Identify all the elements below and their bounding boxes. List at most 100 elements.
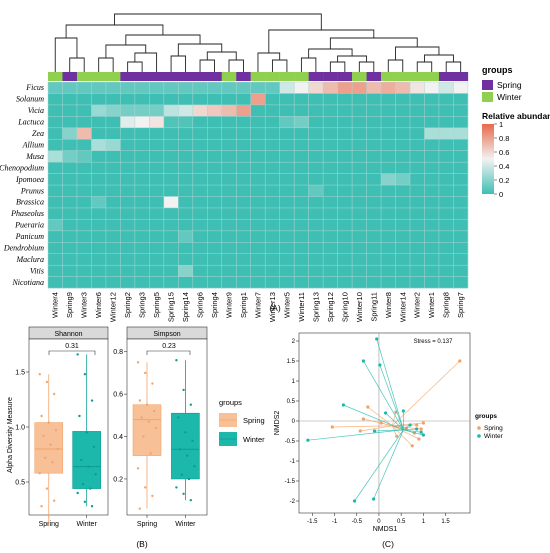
point-spring: [361, 417, 366, 421]
heatmap-cell: [192, 276, 208, 289]
heatmap-cell: [178, 104, 193, 117]
heatmap-cell: [424, 82, 440, 94]
heatmap-cell: [308, 162, 324, 174]
heatmap-cell: [352, 207, 367, 220]
point-winter: [361, 359, 366, 363]
heatmap-cell: [323, 242, 338, 254]
heatmap-cell: [265, 219, 280, 232]
spider-line-winter: [376, 338, 404, 430]
heatmap-cell: [192, 104, 208, 117]
heatmap-cell: [250, 116, 266, 128]
dendrogram-link: [268, 29, 375, 53]
heatmap-cell: [76, 230, 92, 243]
x-tick-label: 1: [422, 519, 426, 525]
heatmap-cell: [438, 116, 454, 128]
dendrogram-link: [257, 52, 281, 72]
heatmap-cell: [438, 219, 454, 232]
heatmap-cell: [265, 230, 280, 243]
row-label: Musa: [25, 152, 44, 161]
heatmap-cell: [91, 150, 107, 163]
data-point: [187, 477, 191, 481]
heatmap-cell: [366, 276, 382, 289]
panel-b: Alpha Diversity Measure Shannon 0.5 1.0 1.…: [7, 326, 265, 549]
heatmap-cell: [207, 196, 222, 209]
heatmap-cell: [352, 162, 367, 174]
point-spring: [417, 437, 421, 441]
facet-title-simpson: Simpson: [153, 331, 180, 338]
data-point: [38, 472, 41, 475]
colorbar-tick-label: 0.6: [499, 148, 509, 157]
heatmap-cell: [105, 276, 121, 289]
heatmap-cell: [76, 253, 92, 266]
heatmap-cell: [48, 219, 63, 232]
dendrogram-link: [125, 34, 201, 45]
heatmap-cell: [221, 196, 237, 209]
heatmap-cell: [192, 196, 208, 209]
dendrogram-link: [228, 59, 244, 72]
heatmap-cell: [221, 207, 237, 220]
heatmap-cell: [105, 185, 121, 197]
heatmap-cell: [424, 196, 440, 209]
data-point: [189, 403, 192, 406]
point-winter: [372, 429, 377, 433]
data-point: [90, 505, 94, 508]
heatmap-cell: [294, 93, 309, 106]
heatmap-cell: [163, 139, 179, 151]
heatmap-cell: [250, 242, 266, 254]
x-tick-label: 1.5: [441, 519, 450, 525]
heatmap-cell: [221, 242, 237, 254]
heatmap-cell: [337, 82, 353, 94]
data-point: [89, 487, 92, 490]
heatmap-cell: [192, 185, 208, 197]
group-annotation-cell: [207, 72, 222, 81]
heatmap-cell: [62, 150, 78, 163]
heatmap-cell: [134, 139, 150, 151]
heatmap-cell: [250, 196, 266, 209]
heatmap-cell: [48, 242, 63, 254]
heatmap-cell: [120, 127, 136, 140]
heatmap-cell: [395, 219, 411, 232]
heatmap-cell: [352, 253, 367, 266]
point-winter: [408, 423, 412, 427]
dendrogram-link: [54, 37, 78, 72]
colorbar-tick-label: 0.8: [499, 134, 509, 143]
panel-b-legend: groups Spring Winter: [219, 398, 265, 446]
heatmap-cell: [236, 82, 251, 94]
heatmap-cell: [236, 173, 251, 186]
group-annotation-cell: [352, 72, 367, 81]
heatmap-cell: [221, 162, 237, 174]
heatmap-cell: [207, 253, 222, 266]
heatmap-cell: [453, 93, 469, 106]
heatmap-cell: [352, 93, 367, 106]
group-annotation-cell: [366, 72, 382, 81]
heatmap-cell: [76, 116, 92, 128]
heatmap-cell: [438, 253, 454, 266]
column-label: Spring11: [369, 292, 378, 321]
heatmap-cell: [453, 219, 469, 232]
heatmap-cell: [120, 276, 136, 289]
heatmap-cell: [120, 173, 136, 186]
data-point: [40, 414, 43, 418]
pvalue-simpson: 0.23: [162, 343, 176, 350]
heatmap-cell: [91, 139, 107, 151]
row-label: Pueraria: [14, 221, 44, 230]
heatmap-cell: [236, 150, 251, 163]
x-tick-label: Winter: [77, 521, 98, 528]
heatmap-cell: [76, 162, 92, 174]
heatmap-cell: [308, 185, 324, 197]
heatmap-cell: [236, 253, 251, 266]
group-annotation-cell: [192, 72, 208, 81]
panel-a: Ficus Solanum Vicia Lactuca Zea Allium Musa Che…: [0, 13, 550, 322]
y-tick-label: 0.4: [113, 434, 123, 441]
heatmap-cell: [265, 162, 280, 174]
dendrogram-link: [395, 46, 440, 60]
point-spring: [358, 429, 362, 433]
group-annotation-cell: [76, 72, 92, 81]
heatmap-cell: [134, 230, 150, 243]
data-point: [175, 359, 178, 362]
heatmap-cell: [91, 207, 107, 220]
heatmap-cell: [366, 162, 382, 174]
groups-legend-title: groups: [482, 65, 513, 75]
heatmap-cell: [424, 253, 440, 266]
heatmap-cell: [265, 207, 280, 220]
